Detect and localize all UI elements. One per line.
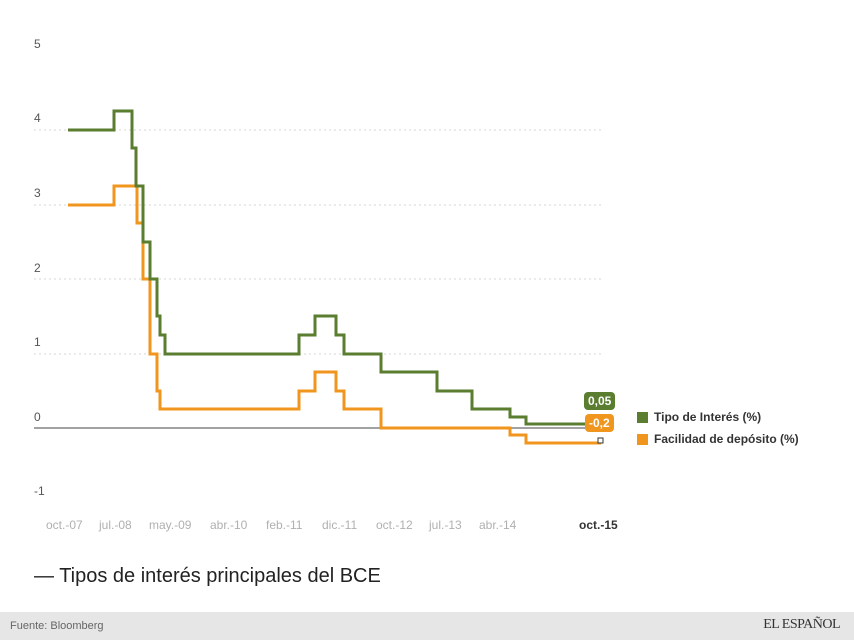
chart-title: — Tipos de interés principales del BCE (34, 565, 381, 587)
x-tick: abr.-14 (479, 518, 517, 532)
y-tick-2: 2 (34, 261, 41, 275)
source-text: Fuente: Bloomberg (10, 620, 104, 632)
legend-item-facilidad: Facilidad de depósito (%) (637, 432, 799, 446)
y-tick-3: 3 (34, 186, 41, 200)
footer: Fuente: Bloomberg EL ESPAÑOL (0, 612, 854, 640)
value-badge-facilidad: -0,2 (585, 414, 614, 432)
x-tick: oct.-12 (376, 518, 413, 532)
x-tick-last: oct.-15 (579, 518, 618, 532)
y-tick-neg1: -1 (34, 484, 45, 498)
x-tick: oct.-07 (46, 518, 83, 532)
series-tipo-interes (68, 109, 601, 426)
legend-item-tipo-interes: Tipo de Interés (%) (637, 410, 761, 424)
y-tick-5: 5 (34, 37, 41, 51)
brand-logo: EL ESPAÑOL (763, 617, 840, 632)
x-tick: feb.-11 (266, 518, 303, 532)
series-facilidad-deposito (68, 184, 601, 445)
value-badge-tipo-interes: 0,05 (584, 392, 616, 410)
legend-swatch-green-icon (637, 411, 648, 423)
y-tick-1: 1 (34, 335, 41, 349)
x-tick: jul.-08 (99, 518, 132, 532)
x-tick: dic.-11 (322, 518, 358, 532)
x-tick: abr.-10 (210, 518, 248, 532)
gridlines (34, 129, 602, 355)
legend-swatch-orange-icon (637, 433, 648, 445)
x-tick: jul.-13 (429, 518, 462, 532)
end-marker (597, 437, 604, 444)
y-tick-4: 4 (34, 111, 41, 125)
legend-label: Facilidad de depósito (%) (654, 432, 799, 446)
y-tick-0: 0 (34, 410, 41, 424)
x-tick: may.-09 (149, 518, 192, 532)
legend-label: Tipo de Interés (%) (654, 410, 762, 424)
